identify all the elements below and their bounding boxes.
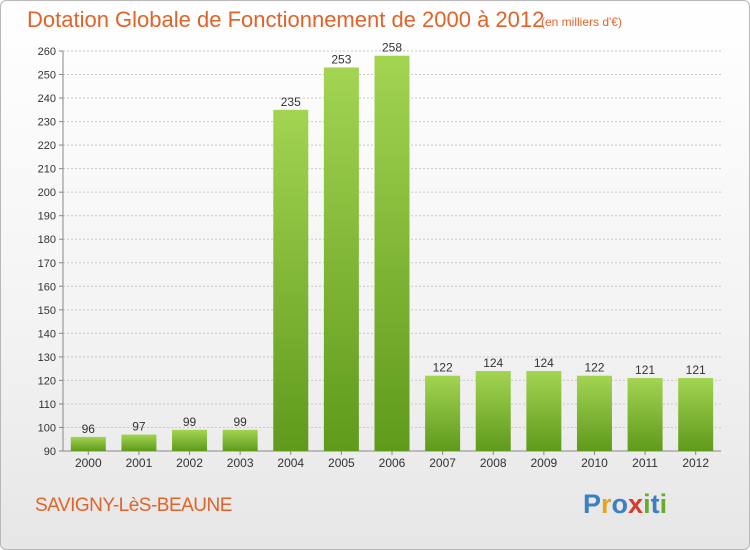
- x-tick-label-2003: 2003: [227, 456, 254, 470]
- data-label-2005: 253: [331, 52, 351, 66]
- chart-subtitle: (en milliers d'€): [541, 15, 622, 29]
- data-label-2012: 121: [686, 363, 706, 377]
- y-tick-label: 260: [38, 46, 56, 58]
- y-tick-label: 240: [38, 93, 56, 105]
- y-tick-label: 120: [38, 375, 56, 387]
- chart-title: Dotation Globale de Fonctionnement de 20…: [27, 7, 545, 32]
- x-tick-label-2010: 2010: [581, 456, 608, 470]
- bar-2004: [273, 109, 309, 451]
- bar-2012: [678, 378, 714, 451]
- x-tick-label-2006: 2006: [379, 456, 406, 470]
- logo-letter: t: [650, 489, 660, 519]
- y-tick-label: 160: [38, 281, 56, 293]
- x-tick-label-2007: 2007: [429, 456, 456, 470]
- x-tick-label-2009: 2009: [530, 456, 557, 470]
- data-label-2009: 124: [534, 356, 554, 370]
- y-tick-label: 220: [38, 140, 56, 152]
- data-label-2011: 121: [635, 363, 655, 377]
- data-label-2002: 99: [183, 415, 197, 429]
- logo-letter: x: [628, 489, 644, 519]
- bar-2011: [627, 378, 663, 451]
- y-tick-label: 90: [44, 446, 56, 458]
- logo-letter: r: [601, 489, 612, 519]
- x-tick-label-2005: 2005: [328, 456, 355, 470]
- data-label-2010: 122: [584, 361, 604, 375]
- y-tick-label: 170: [38, 258, 56, 270]
- bar-2001: [121, 434, 157, 451]
- data-label-2008: 124: [483, 356, 503, 370]
- data-label-2006: 258: [382, 41, 402, 55]
- bar-2007: [425, 375, 461, 451]
- y-tick-label: 190: [38, 211, 56, 223]
- x-tick-label-2000: 2000: [75, 456, 102, 470]
- y-tick-label: 250: [38, 70, 56, 82]
- commune-name: SAVIGNY-LèS-BEAUNE: [35, 495, 232, 516]
- x-tick-label-2012: 2012: [682, 456, 709, 470]
- labels: 90 100 110 120 130 140 150 160 170 180 190 200 210 22…: [38, 41, 710, 470]
- y-tick-label: 100: [38, 422, 56, 434]
- data-label-2007: 122: [433, 361, 453, 375]
- bar-2008: [475, 371, 511, 451]
- y-tick-label: 230: [38, 117, 56, 129]
- x-tick-label-2011: 2011: [632, 456, 658, 470]
- x-tick-label-2001: 2001: [126, 456, 153, 470]
- bar-2006: [374, 55, 410, 452]
- x-tick-label-2004: 2004: [277, 456, 304, 470]
- y-tick-label: 200: [38, 187, 56, 199]
- proxiti-logo: Proxiti: [583, 489, 667, 520]
- bar-2005: [323, 67, 359, 452]
- data-label-2004: 235: [281, 95, 301, 109]
- logo-letter: i: [659, 489, 668, 519]
- bar-2010: [576, 375, 612, 451]
- logo-letter: P: [583, 489, 602, 519]
- y-tick-label: 210: [38, 164, 56, 176]
- bar-2003: [222, 429, 258, 451]
- y-tick-label: 130: [38, 352, 56, 364]
- data-label-2000: 96: [82, 422, 96, 436]
- bar-2009: [526, 371, 562, 451]
- x-tick-label-2008: 2008: [480, 456, 507, 470]
- bar-2000: [70, 436, 106, 451]
- bar-2002: [172, 429, 208, 451]
- y-tick-label: 150: [38, 305, 56, 317]
- logo-letter: i: [643, 489, 651, 519]
- data-label-2003: 99: [233, 415, 247, 429]
- y-tick-label: 110: [38, 399, 56, 411]
- y-tick-label: 180: [38, 234, 56, 246]
- y-tick-label: 140: [38, 328, 56, 340]
- x-tick-label-2002: 2002: [176, 456, 203, 470]
- data-label-2001: 97: [132, 420, 146, 434]
- bars: [70, 55, 714, 452]
- logo-letter: o: [611, 489, 629, 519]
